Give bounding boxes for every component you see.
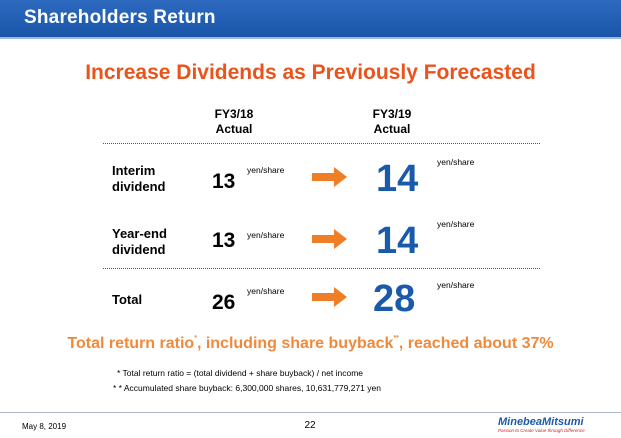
footnote-total-return-ratio: * Total return ratio = (total dividend +… xyxy=(117,368,364,378)
interim-fy19-value: 14 xyxy=(376,158,419,200)
unit-label: yen/share xyxy=(437,157,475,167)
header-bar: Shareholders Return xyxy=(0,0,621,37)
logo-tagline: Passion to Create Value through Differen… xyxy=(498,428,585,433)
right-arrow-icon xyxy=(312,229,347,249)
footnote-mark: * xyxy=(194,335,197,342)
row-label-total: Total xyxy=(112,292,143,307)
right-arrow-icon xyxy=(312,287,347,307)
company-logo: MinebeaMitsumi Passion to Create Value t… xyxy=(498,416,608,433)
column-label: Actual xyxy=(373,122,411,136)
row-label-line1: Year-end xyxy=(112,226,167,241)
footnote-share-buyback: * * Accumulated share buyback: 6,300,000… xyxy=(113,383,381,393)
row-label-line1: Interim xyxy=(112,163,156,178)
right-arrow-icon xyxy=(312,167,347,187)
column-period: FY3/18 xyxy=(214,107,254,121)
row-label-interim: Interim dividend xyxy=(112,163,165,195)
footer-divider xyxy=(0,412,621,413)
row-label-line2: dividend xyxy=(112,179,166,194)
year-end-fy19-value: 14 xyxy=(376,220,419,262)
total-return-summary: Total return ratio*, including share buy… xyxy=(0,335,621,353)
slide-title: Shareholders Return xyxy=(24,7,216,28)
column-label: Actual xyxy=(215,122,253,136)
interim-fy18-value: 13 xyxy=(212,170,236,193)
footer-date: May 8, 2019 xyxy=(22,422,67,431)
column-header-fy18: FY3/18 Actual xyxy=(174,107,294,137)
row-label-year-end: Year-end dividend xyxy=(112,226,167,258)
table-divider-bottom xyxy=(103,268,540,269)
header-divider xyxy=(0,37,621,39)
year-end-fy18-value: 13 xyxy=(212,229,236,252)
table-divider-top xyxy=(103,143,540,144)
logo-name: MinebeaMitsumi xyxy=(498,416,584,428)
column-header-fy19: FY3/19 Actual xyxy=(332,107,452,137)
summary-text: , including share buyback xyxy=(196,335,394,352)
footnote-mark: ** xyxy=(393,335,399,342)
slide-subtitle: Increase Dividends as Previously Forecas… xyxy=(85,61,536,84)
total-fy19-value: 28 xyxy=(373,278,416,320)
unit-label: yen/share xyxy=(437,280,475,290)
column-period: FY3/19 xyxy=(372,107,412,121)
page-number: 22 xyxy=(304,420,316,431)
unit-label: yen/share xyxy=(247,230,285,240)
row-label-line2: dividend xyxy=(112,242,166,257)
unit-label: yen/share xyxy=(247,286,285,296)
unit-label: yen/share xyxy=(437,219,475,229)
summary-text: Total return ratio xyxy=(67,335,195,352)
total-fy18-value: 26 xyxy=(212,291,236,314)
unit-label: yen/share xyxy=(247,165,285,175)
summary-text: , reached about 37% xyxy=(398,335,554,352)
